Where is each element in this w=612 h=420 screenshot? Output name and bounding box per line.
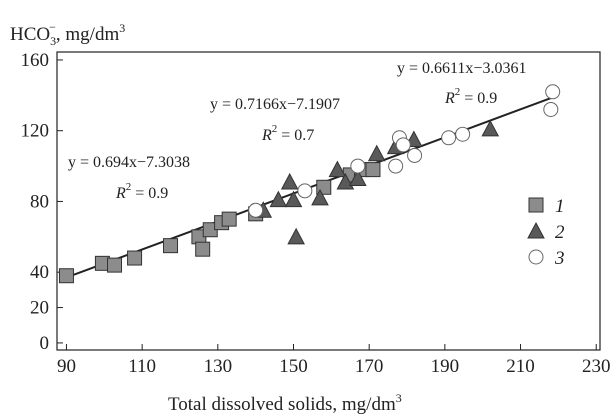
circle-marker: [395, 137, 411, 153]
circle-marker: [297, 183, 313, 199]
y-label-sub: 3: [50, 34, 56, 48]
square-marker: [163, 238, 179, 254]
circle-marker: [248, 202, 264, 218]
square-marker: [58, 268, 74, 284]
y-tick-label: 160: [21, 50, 50, 71]
x-tick-label: 210: [506, 356, 535, 377]
y-tick-label: 0: [40, 333, 50, 354]
r-squared: R2 = 0.9: [444, 86, 497, 107]
circle-marker: [545, 84, 561, 100]
square-marker: [127, 250, 143, 266]
circle-marker: [388, 158, 404, 174]
triangle-marker: [336, 172, 355, 190]
r-sup: 2: [272, 123, 278, 135]
circle-marker: [455, 126, 471, 142]
r-squared: R2 = 0.7: [261, 123, 314, 144]
fit-line: [66, 94, 559, 279]
square-marker: [528, 197, 544, 213]
triangle-marker: [280, 172, 299, 190]
triangle-marker: [328, 160, 347, 178]
x-tick-label: 230: [582, 356, 611, 377]
r-sup: 2: [126, 181, 132, 193]
y-tick-label: 20: [30, 298, 49, 319]
x-tick-label: 130: [204, 356, 233, 377]
equation: y = 0.7166x−7.1907: [210, 96, 340, 113]
y-tick-label: 120: [21, 121, 50, 142]
x-tick-label: 110: [128, 356, 156, 377]
r-sup: 2: [455, 86, 461, 98]
r-symbol: R: [115, 185, 126, 202]
x-axis-label: Total dissolved solids, mg/dm3: [168, 391, 402, 415]
r-symbol: R: [261, 127, 272, 144]
r-squared: R2 = 0.9: [115, 181, 168, 202]
triangle-marker: [284, 190, 303, 208]
r-value: = 0.9: [131, 185, 168, 202]
circle-marker: [528, 249, 544, 265]
y-label-sup: −: [49, 20, 56, 34]
y-tick-label: 80: [30, 191, 49, 212]
y-tick-label: 40: [30, 262, 49, 283]
y-axis-label: HCO3−, mg/dm3: [10, 20, 125, 48]
x-tick-label: 90: [57, 356, 76, 377]
triangle-marker: [269, 190, 288, 208]
x-tick-label: 150: [279, 356, 308, 377]
square-marker: [107, 257, 123, 273]
legend-label: 2: [555, 222, 565, 243]
x-label-part: Total dissolved solids, mg/dm: [168, 394, 396, 415]
triangle-marker: [348, 169, 367, 186]
circle-marker: [350, 158, 366, 174]
x-tick-label: 190: [431, 356, 460, 377]
y-label-part: HCO: [10, 24, 50, 45]
triangle-marker: [367, 144, 386, 162]
circle-marker: [407, 147, 423, 163]
r-value: = 0.9: [460, 90, 497, 107]
triangle-marker: [287, 227, 305, 245]
square-marker: [221, 211, 237, 227]
equation: y = 0.694x−7.3038: [68, 154, 190, 171]
triangle-marker: [527, 221, 545, 239]
y-label-sup: 3: [119, 21, 125, 35]
x-label-sup: 3: [396, 391, 402, 405]
triangle-marker: [311, 188, 329, 206]
y-label-part: , mg/dm: [56, 24, 120, 45]
r-value: = 0.7: [277, 127, 314, 144]
square-marker: [365, 162, 381, 178]
r-symbol: R: [444, 90, 455, 107]
circle-marker: [441, 130, 457, 146]
legend-label: 1: [555, 196, 565, 217]
x-tick-label: 170: [355, 356, 384, 377]
legend-label: 3: [554, 248, 565, 269]
triangle-marker: [481, 119, 500, 137]
equation: y = 0.6611x−3.0361: [397, 60, 526, 77]
square-marker: [195, 241, 211, 257]
circle-marker: [543, 101, 559, 117]
